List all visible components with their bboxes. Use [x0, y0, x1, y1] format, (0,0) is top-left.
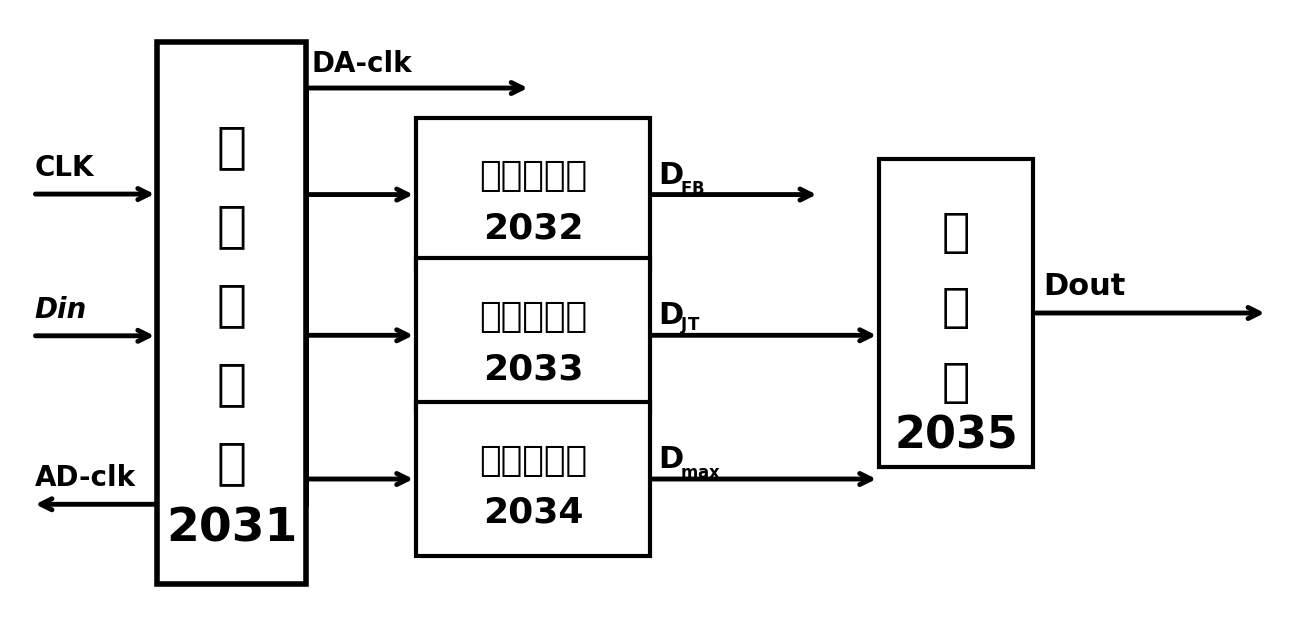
- Text: 2033: 2033: [482, 352, 584, 386]
- Bar: [416, 259, 650, 412]
- Text: AD-clk: AD-clk: [35, 464, 135, 493]
- Bar: [416, 118, 650, 272]
- Text: 除: 除: [942, 211, 970, 256]
- Text: $\mathbf{D}$: $\mathbf{D}$: [658, 445, 684, 474]
- Text: 相关解调器: 相关解调器: [478, 300, 588, 334]
- Text: 法: 法: [942, 286, 970, 331]
- Text: 峰值检测器: 峰值检测器: [478, 444, 588, 478]
- Text: DA-clk: DA-clk: [312, 50, 412, 78]
- Text: 方波发生器: 方波发生器: [478, 159, 588, 193]
- Text: $\mathbf{D}$: $\mathbf{D}$: [658, 301, 684, 331]
- Text: Din: Din: [35, 296, 87, 324]
- Text: Dout: Dout: [1044, 272, 1126, 301]
- Bar: [879, 160, 1034, 466]
- Text: 控: 控: [217, 281, 247, 329]
- Text: 器: 器: [942, 361, 970, 406]
- Text: 制: 制: [217, 360, 247, 408]
- Text: 序: 序: [217, 202, 247, 250]
- Text: $\mathbf{_{FB}}$: $\mathbf{_{FB}}$: [680, 173, 705, 197]
- Text: 器: 器: [217, 439, 247, 487]
- Text: 2034: 2034: [482, 496, 584, 530]
- Text: $\mathbf{_{max}}$: $\mathbf{_{max}}$: [680, 457, 722, 481]
- Bar: [416, 402, 650, 556]
- Text: $\mathbf{_{JT}}$: $\mathbf{_{JT}}$: [680, 313, 701, 337]
- Bar: [157, 43, 307, 583]
- Text: 时: 时: [217, 123, 247, 171]
- Text: CLK: CLK: [35, 154, 94, 182]
- Text: $\mathbf{D}$: $\mathbf{D}$: [658, 161, 684, 190]
- Text: 2032: 2032: [482, 212, 584, 245]
- Text: 2031: 2031: [166, 507, 298, 552]
- Text: 2035: 2035: [894, 414, 1018, 458]
